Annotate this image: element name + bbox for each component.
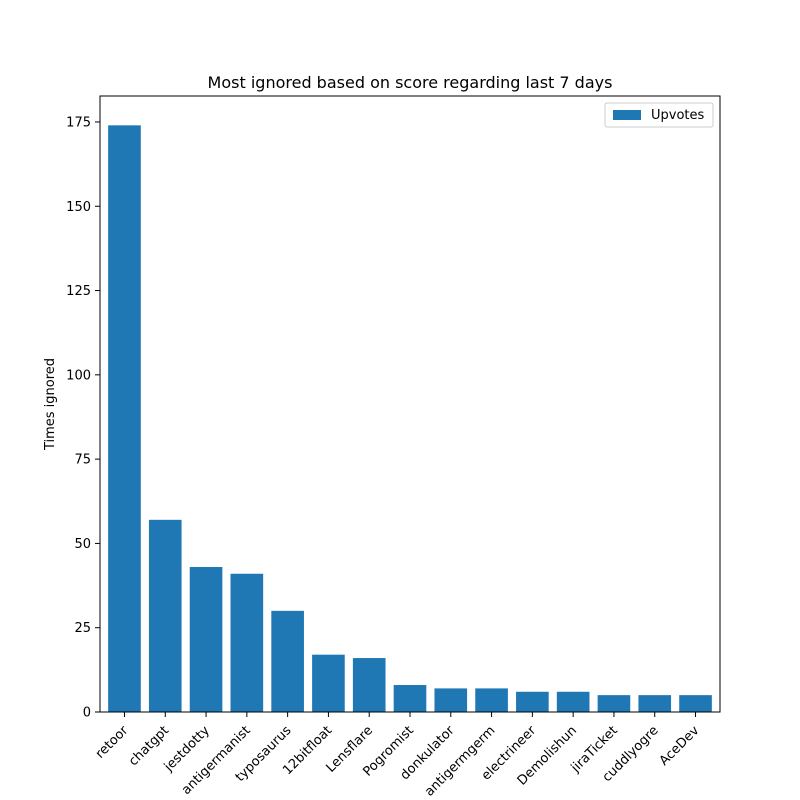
bar-antigermanist bbox=[230, 573, 264, 712]
bar-donkulator bbox=[434, 688, 468, 712]
bar-cuddlyogre bbox=[638, 695, 672, 712]
bars-group bbox=[108, 125, 712, 712]
legend: Upvotes bbox=[604, 102, 714, 128]
y-axis: 0 25 50 75 100 125 150 175 bbox=[66, 115, 100, 721]
bar-12bitfloat bbox=[312, 654, 345, 712]
bar-jiraTicket bbox=[597, 695, 631, 712]
y-tick-label: 0 bbox=[83, 706, 91, 721]
bar-jestdotty bbox=[189, 567, 223, 712]
y-axis-label: Times ignored bbox=[43, 358, 58, 451]
y-tick-label: 75 bbox=[74, 453, 91, 468]
bar-Lensflare bbox=[352, 658, 386, 712]
y-tick-label: 25 bbox=[74, 621, 91, 636]
bar-electrineer bbox=[516, 691, 549, 712]
bar-AceDev bbox=[679, 695, 712, 712]
bar-chatgpt bbox=[148, 519, 182, 712]
chart-title: Most ignored based on score regarding la… bbox=[208, 73, 613, 92]
legend-label-upvotes: Upvotes bbox=[651, 108, 705, 123]
bar-typosaurus bbox=[271, 610, 304, 712]
bar-retoor bbox=[108, 125, 141, 712]
y-tick-label: 125 bbox=[66, 284, 91, 299]
y-tick-label: 175 bbox=[66, 115, 91, 130]
legend-swatch-upvotes bbox=[613, 110, 641, 120]
bar-Pogromist bbox=[393, 685, 427, 712]
bar-antigermgerm bbox=[475, 688, 508, 712]
y-tick-label: 50 bbox=[74, 537, 91, 552]
y-tick-label: 150 bbox=[66, 200, 91, 215]
legend-box bbox=[604, 102, 714, 128]
y-tick-label: 100 bbox=[66, 368, 91, 383]
bar-Demolishun bbox=[556, 691, 590, 712]
